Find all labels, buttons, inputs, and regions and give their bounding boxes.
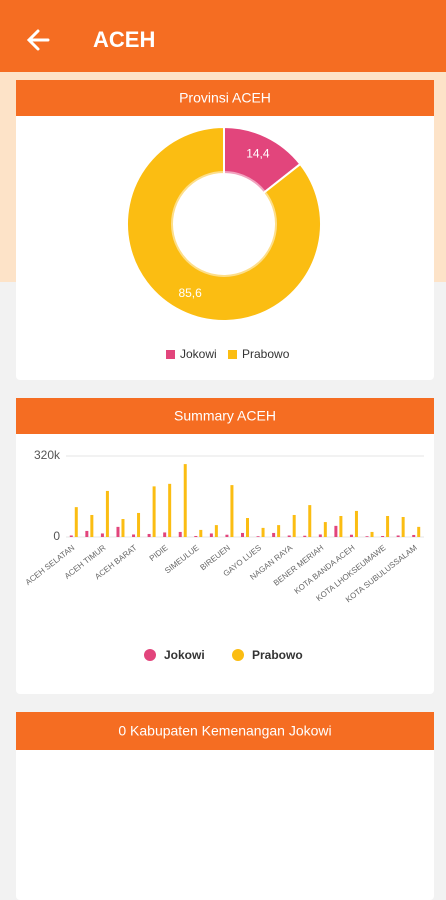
bar bbox=[303, 535, 307, 537]
bar bbox=[178, 531, 182, 537]
slice-label: 14,4 bbox=[246, 146, 270, 160]
bar bbox=[287, 535, 291, 537]
bar bbox=[137, 512, 141, 537]
bar bbox=[214, 525, 218, 537]
bar bbox=[401, 517, 405, 537]
bar bbox=[152, 486, 156, 537]
bar bbox=[241, 532, 244, 537]
card-header bbox=[16, 398, 434, 434]
card-title: 0 Kabupaten Kemenangan Jokowi bbox=[118, 723, 331, 739]
bar bbox=[386, 515, 390, 537]
legend-swatch bbox=[228, 350, 237, 359]
bar bbox=[230, 485, 234, 537]
bar bbox=[334, 525, 338, 537]
bar bbox=[147, 533, 151, 537]
bar bbox=[199, 529, 203, 537]
bar bbox=[292, 514, 296, 537]
bar bbox=[246, 518, 249, 537]
bar bbox=[349, 534, 353, 537]
bar bbox=[121, 519, 125, 537]
bar bbox=[116, 526, 120, 537]
card-title: Summary ACEH bbox=[174, 408, 276, 424]
bar bbox=[74, 507, 78, 537]
bar bbox=[370, 531, 374, 537]
bar bbox=[132, 534, 136, 537]
bar bbox=[256, 536, 260, 537]
legend-swatch bbox=[144, 649, 156, 661]
bar bbox=[209, 533, 213, 537]
bar bbox=[69, 535, 73, 537]
legend-swatch bbox=[232, 649, 244, 661]
bar bbox=[272, 532, 276, 537]
app-bar bbox=[0, 0, 446, 72]
bar bbox=[396, 535, 400, 537]
bar bbox=[194, 535, 198, 537]
legend-swatch bbox=[166, 350, 175, 359]
bar bbox=[85, 530, 89, 537]
legend-label: Prabowo bbox=[252, 648, 303, 662]
bar bbox=[168, 483, 172, 537]
bar bbox=[163, 532, 167, 537]
bar bbox=[339, 515, 343, 537]
card bbox=[16, 398, 434, 694]
app-title: ACEH bbox=[93, 27, 155, 52]
bar bbox=[261, 527, 265, 537]
card bbox=[16, 712, 434, 900]
bar bbox=[308, 505, 312, 537]
card-header bbox=[16, 80, 434, 116]
bar bbox=[417, 526, 421, 537]
legend-label: Jokowi bbox=[180, 347, 217, 361]
bar bbox=[323, 522, 327, 537]
bar bbox=[318, 534, 322, 537]
bar bbox=[365, 536, 369, 537]
y-tick-label: 0 bbox=[53, 529, 60, 543]
bar bbox=[90, 514, 94, 537]
bar bbox=[412, 534, 416, 537]
bar bbox=[183, 464, 187, 537]
card bbox=[16, 80, 434, 380]
card-title: Provinsi ACEH bbox=[179, 90, 271, 106]
bar bbox=[105, 490, 109, 537]
bar bbox=[277, 525, 281, 537]
donut-ring bbox=[171, 171, 277, 277]
y-tick-label: 320k bbox=[34, 448, 61, 462]
bar bbox=[225, 534, 229, 537]
legend-label: Jokowi bbox=[164, 648, 205, 662]
bar bbox=[354, 510, 358, 537]
bar bbox=[100, 533, 104, 537]
back-button[interactable] bbox=[26, 29, 50, 51]
card-header bbox=[16, 712, 434, 750]
bar bbox=[381, 535, 385, 537]
legend-label: Prabowo bbox=[242, 347, 290, 361]
slice-label: 85,6 bbox=[178, 286, 202, 300]
